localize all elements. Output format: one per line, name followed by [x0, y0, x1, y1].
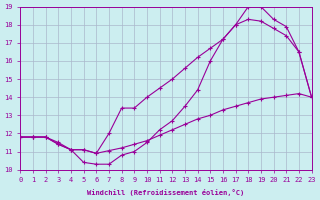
X-axis label: Windchill (Refroidissement éolien,°C): Windchill (Refroidissement éolien,°C): [87, 189, 244, 196]
